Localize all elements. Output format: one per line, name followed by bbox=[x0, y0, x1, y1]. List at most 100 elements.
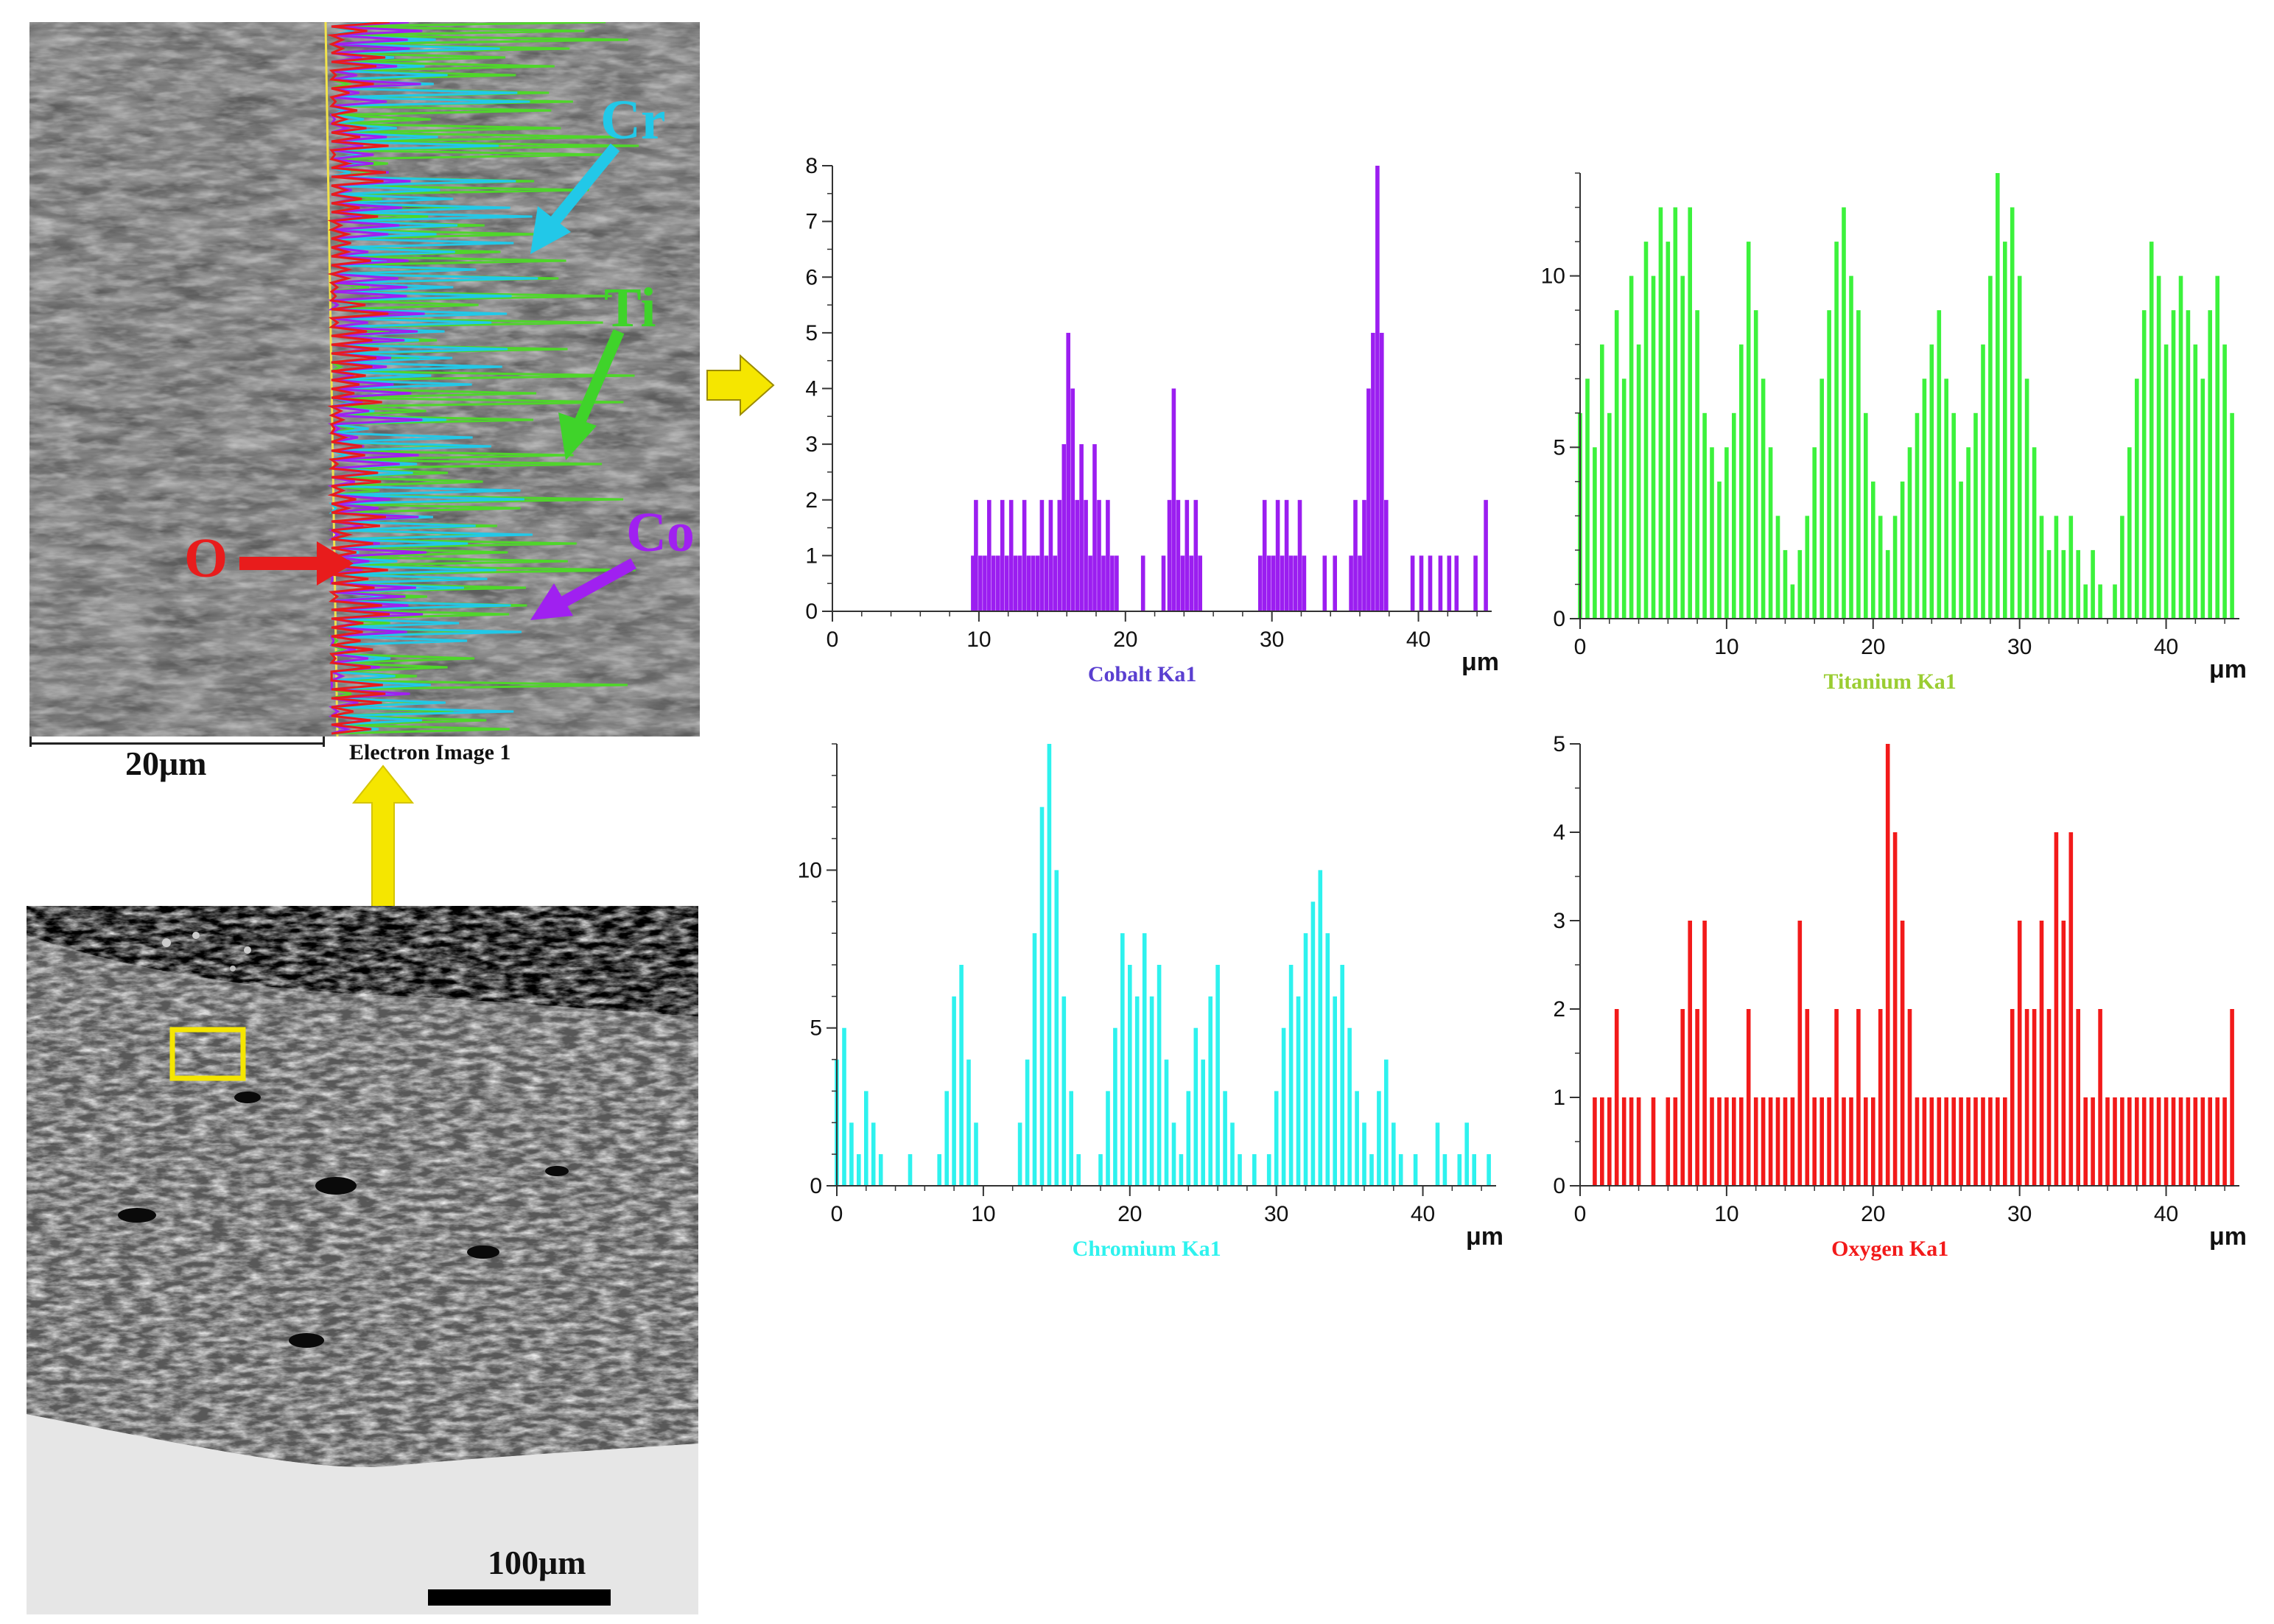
bar-chromium-10 bbox=[908, 1154, 913, 1186]
bar-chromium-70 bbox=[1347, 1027, 1352, 1186]
bar-titanium-65 bbox=[2054, 516, 2059, 619]
x-tick-label-chromium-0: 0 bbox=[831, 1202, 843, 1226]
y-tick-label-chromium-5: 5 bbox=[810, 1016, 822, 1041]
bar-oxygen-20 bbox=[1732, 1097, 1736, 1186]
bar-chromium-68 bbox=[1333, 996, 1337, 1186]
bar-cobalt-65 bbox=[1384, 499, 1389, 612]
bar-titanium-37 bbox=[1849, 275, 1853, 619]
bar-cobalt-23 bbox=[1070, 388, 1075, 611]
arrow-ti-icon bbox=[558, 328, 625, 460]
bar-cobalt-9 bbox=[1008, 499, 1014, 612]
bar-cobalt-68 bbox=[1428, 555, 1433, 611]
bar-chromium-27 bbox=[1032, 933, 1037, 1186]
bar-cobalt-73 bbox=[1484, 499, 1488, 612]
bar-oxygen-12 bbox=[1673, 1097, 1678, 1186]
label-co: Co bbox=[626, 502, 695, 563]
bar-chromium-41 bbox=[1134, 996, 1140, 1186]
bar-titanium-88 bbox=[2222, 344, 2227, 619]
bar-oxygen-33 bbox=[1827, 1097, 1831, 1186]
bar-titanium-79 bbox=[2156, 275, 2161, 619]
bar-cobalt-8 bbox=[1004, 555, 1009, 611]
chart-titanium-svg: 0 10 20 30 40 0 5 10 μm Titanium Ka1 bbox=[1541, 172, 2247, 694]
bar-chromium-37 bbox=[1106, 1091, 1110, 1186]
bar-cobalt-51 bbox=[1288, 555, 1294, 611]
bar-cobalt-34 bbox=[1140, 555, 1145, 611]
bar-titanium-28 bbox=[1783, 549, 1788, 619]
bar-cobalt-22 bbox=[1066, 332, 1070, 611]
bar-oxygen-39 bbox=[1871, 1097, 1875, 1186]
bar-titanium-4 bbox=[1607, 412, 1612, 619]
chart-chromium: 0 10 20 30 40 0 5 10 μm Chromium Ka1 bbox=[781, 722, 1525, 1282]
bar-chromium-26 bbox=[1025, 1059, 1030, 1186]
bar-cobalt-31 bbox=[1106, 499, 1110, 612]
x-tick-label-oxygen-0: 0 bbox=[1574, 1202, 1587, 1226]
bar-titanium-26 bbox=[1768, 447, 1773, 619]
bar-chromium-39 bbox=[1120, 933, 1125, 1186]
bar-chromium-29 bbox=[1047, 744, 1052, 1186]
bar-chromium-25 bbox=[1017, 1122, 1022, 1186]
y-tick-label-cobalt-6: 6 bbox=[805, 265, 818, 289]
bar-oxygen-82 bbox=[2186, 1097, 2191, 1186]
bar-oxygen-53 bbox=[1973, 1097, 1978, 1186]
x-tick-label-chromium-20: 20 bbox=[1117, 1202, 1142, 1226]
bar-titanium-78 bbox=[2149, 242, 2154, 619]
bar-titanium-14 bbox=[1680, 275, 1685, 619]
arrow-co-icon bbox=[530, 558, 636, 620]
bar-chromium-76 bbox=[1392, 1122, 1396, 1186]
bar-cobalt-30 bbox=[1101, 555, 1106, 611]
bar-oxygen-54 bbox=[1981, 1097, 1985, 1186]
bar-oxygen-44 bbox=[1907, 1009, 1912, 1186]
bar-chromium-6 bbox=[878, 1154, 883, 1186]
bar-oxygen-74 bbox=[2127, 1097, 2132, 1186]
bar-titanium-32 bbox=[1812, 447, 1817, 619]
bar-oxygen-16 bbox=[1702, 921, 1707, 1186]
bar-chromium-40 bbox=[1128, 965, 1132, 1186]
bar-chromium-64 bbox=[1303, 933, 1308, 1186]
bar-titanium-51 bbox=[1951, 412, 1956, 619]
bar-cobalt-4 bbox=[987, 499, 992, 612]
bar-titanium-57 bbox=[1996, 173, 2000, 619]
x-tick-label-titanium-40: 40 bbox=[2154, 635, 2178, 659]
bar-titanium-15 bbox=[1688, 207, 1692, 619]
bar-oxygen-88 bbox=[2230, 1009, 2234, 1186]
bar-chromium-14 bbox=[937, 1154, 941, 1186]
unit-label-chromium: μm bbox=[1466, 1223, 1503, 1251]
bar-oxygen-51 bbox=[1959, 1097, 1963, 1186]
bar-oxygen-30 bbox=[1805, 1009, 1810, 1186]
bar-titanium-53 bbox=[1966, 447, 1971, 619]
bar-titanium-47 bbox=[1922, 379, 1927, 619]
bar-oxygen-26 bbox=[1775, 1097, 1780, 1186]
bar-chromium-65 bbox=[1310, 901, 1316, 1186]
bar-chromium-61 bbox=[1281, 1027, 1286, 1186]
bar-chromium-3 bbox=[857, 1154, 861, 1186]
bar-cobalt-11 bbox=[1017, 555, 1022, 611]
bar-cobalt-0 bbox=[971, 555, 975, 611]
bar-chromium-55 bbox=[1238, 1154, 1242, 1186]
chart-cobalt-svg: 0 10 20 30 40 0 1 2 3 4 5 6 7 8 μm Cobalt Ka1 bbox=[805, 154, 1499, 686]
bar-oxygen-66 bbox=[2068, 832, 2074, 1186]
bar-chromium-28 bbox=[1039, 806, 1045, 1186]
bar-oxygen-47 bbox=[1929, 1097, 1934, 1186]
bar-cobalt-25 bbox=[1079, 444, 1084, 611]
bar-cobalt-32 bbox=[1110, 555, 1115, 611]
bar-oxygen-15 bbox=[1695, 1009, 1699, 1186]
bar-oxygen-19 bbox=[1724, 1097, 1729, 1186]
bar-cobalt-1 bbox=[974, 499, 978, 612]
bar-titanium-74 bbox=[2120, 516, 2124, 619]
bar-titanium-21 bbox=[1732, 412, 1736, 619]
x-tick-label-chromium-40: 40 bbox=[1411, 1202, 1435, 1226]
bar-oxygen-77 bbox=[2149, 1097, 2154, 1186]
bar-cobalt-49 bbox=[1280, 555, 1285, 611]
bar-titanium-82 bbox=[2178, 275, 2183, 619]
bar-titanium-71 bbox=[2098, 584, 2102, 619]
bar-oxygen-1 bbox=[1593, 1097, 1597, 1186]
bar-oxygen-80 bbox=[2171, 1097, 2176, 1186]
bar-cobalt-67 bbox=[1419, 555, 1424, 611]
bar-chromium-1 bbox=[842, 1027, 846, 1186]
bar-cobalt-59 bbox=[1358, 555, 1362, 611]
x-tick-label-oxygen-30: 30 bbox=[2007, 1202, 2032, 1226]
bar-cobalt-55 bbox=[1322, 555, 1327, 611]
chart-oxygen: 0 10 20 30 40 0 1 2 3 4 5 μm Oxygen Ka1 bbox=[1521, 722, 2265, 1282]
x-tick-label-cobalt-0: 0 bbox=[827, 628, 839, 652]
bar-titanium-20 bbox=[1724, 447, 1729, 619]
